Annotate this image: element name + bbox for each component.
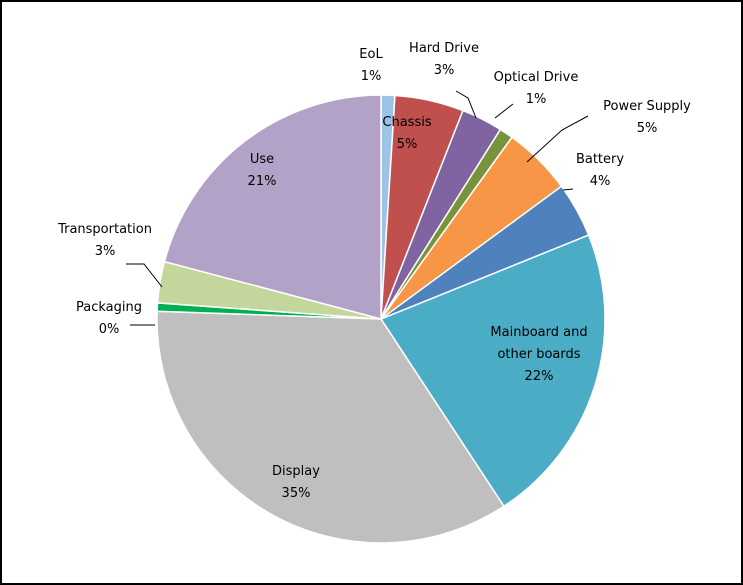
slice-name-optical-drive: Optical Drive bbox=[494, 70, 579, 85]
slice-name-power-supply: Power Supply bbox=[603, 99, 691, 114]
slice-label-packaging: Packaging 0% bbox=[76, 300, 142, 337]
slice-name-chassis: Chassis bbox=[382, 115, 431, 130]
slice-use bbox=[163, 94, 382, 320]
slice-percent-display: 35% bbox=[282, 486, 311, 501]
slice-name-use: Use bbox=[250, 152, 274, 167]
slice-name-transportation: Transportation bbox=[57, 222, 152, 237]
slice-name-packaging: Packaging bbox=[76, 300, 142, 315]
slice-name-battery: Battery bbox=[576, 152, 624, 167]
slice-label-eol: EoL 1% bbox=[359, 47, 383, 84]
slice-label-transportation: Transportation 3% bbox=[57, 222, 152, 259]
leader-line-power-supply bbox=[526, 115, 589, 163]
slice-name-hard-drive: Hard Drive bbox=[409, 41, 479, 56]
slice-percent-use: 21% bbox=[248, 174, 277, 189]
slice-labels: EoL 1% Chassis 5% Hard Drive 3% Optical Drive 1… bbox=[57, 41, 691, 501]
slice-name-mainboard-and-other-boards: Mainboard and bbox=[490, 325, 587, 340]
slice-label-display: Display 35% bbox=[272, 464, 320, 501]
slice-percent-hard-drive: 3% bbox=[434, 63, 455, 78]
slice-label-chassis: Chassis 5% bbox=[382, 115, 431, 152]
slice-label-hard-drive: Hard Drive 3% bbox=[409, 41, 479, 78]
slice-percent-transportation: 3% bbox=[95, 244, 116, 259]
leader-line-transportation bbox=[126, 263, 163, 288]
slice-mainboard-and-other-boards bbox=[379, 234, 606, 508]
slice-label-mainboard-and-other-boards: Mainboard and other boards 22% bbox=[490, 325, 587, 384]
pie-slices bbox=[156, 94, 606, 544]
slice-label-optical-drive: Optical Drive 1% bbox=[494, 70, 579, 107]
slice-percent-chassis: 5% bbox=[397, 137, 418, 152]
slice-percent-eol: 1% bbox=[361, 69, 382, 84]
leader-line-optical-drive bbox=[494, 103, 514, 119]
slice-percent-packaging: 0% bbox=[99, 322, 120, 337]
slice-label-power-supply: Power Supply 5% bbox=[603, 99, 691, 136]
slice-percent-mainboard-and-other-boards: 22% bbox=[525, 369, 554, 384]
slice-label-use: Use 21% bbox=[248, 152, 277, 189]
slice-display bbox=[156, 310, 505, 544]
slice-name-eol: EoL bbox=[359, 47, 383, 62]
slice-name-display: Display bbox=[272, 464, 320, 479]
leader-lines bbox=[126, 90, 589, 326]
slice-percent-battery: 4% bbox=[590, 174, 611, 189]
slice-label-battery: Battery 4% bbox=[576, 152, 624, 189]
slice-percent-power-supply: 5% bbox=[637, 121, 658, 136]
leader-line-battery bbox=[562, 188, 574, 191]
slice-name-mainboard-and-other-boards: other boards bbox=[497, 347, 580, 362]
leader-line-hard-drive bbox=[455, 90, 477, 119]
slice-percent-optical-drive: 1% bbox=[526, 92, 547, 107]
